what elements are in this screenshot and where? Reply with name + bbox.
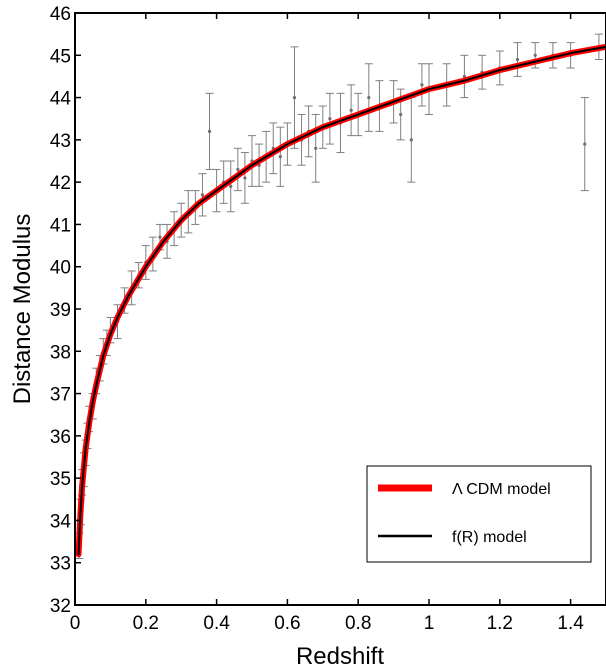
x-axis-title: Redshift — [296, 643, 384, 669]
legend-label-fr: f(R) model — [452, 529, 527, 546]
legend-label-lcdm: Λ CDM model — [452, 481, 551, 498]
data-point — [236, 167, 240, 172]
legend-box — [366, 465, 592, 563]
legend: Λ CDM model f(R) model — [366, 465, 592, 563]
x-axis-ticks: 0 0.2 0.4 0.6 0.8 1 1.2 1.4 — [70, 13, 584, 634]
y-tick-label: 36 — [50, 427, 71, 448]
y-tick-label: 41 — [50, 215, 71, 236]
y-tick-label: 42 — [50, 173, 71, 194]
data-point — [328, 117, 332, 121]
y-tick-label: 46 — [50, 4, 71, 25]
y-tick-label: 34 — [50, 511, 72, 532]
y-tick-label: 33 — [50, 554, 71, 575]
data-point — [292, 95, 297, 100]
data-point — [158, 235, 162, 239]
x-tick-label: 1.2 — [487, 613, 513, 634]
data-point — [229, 184, 233, 188]
data-point — [462, 74, 466, 79]
data-point — [583, 142, 587, 146]
x-tick-label: 1 — [424, 613, 435, 634]
x-tick-label: 1.4 — [557, 613, 584, 634]
x-tick-label: 0.8 — [345, 613, 371, 634]
fr-model-curve — [77, 45, 606, 556]
y-tick-label: 39 — [50, 300, 71, 321]
data-point — [409, 138, 413, 142]
data-point — [278, 155, 282, 159]
data-point — [515, 57, 520, 62]
y-tick-label: 40 — [50, 258, 71, 279]
data-point — [367, 95, 371, 100]
x-tick-label: 0.2 — [133, 613, 159, 634]
data-point — [420, 83, 424, 87]
data-point — [349, 108, 353, 112]
model-curves-layer — [75, 43, 606, 558]
data-point — [399, 112, 403, 117]
x-tick-label: 0 — [70, 613, 81, 634]
data-point — [207, 129, 212, 133]
y-tick-label: 37 — [50, 385, 71, 406]
y-tick-label: 38 — [50, 342, 71, 363]
y-tick-label: 44 — [50, 89, 72, 110]
x-tick-label: 0.4 — [203, 613, 230, 634]
y-axis-ticks: 32 33 34 35 36 37 38 39 40 41 42 43 44 45 46 — [50, 4, 81, 617]
y-tick-label: 35 — [50, 469, 71, 490]
y-tick-label: 45 — [50, 46, 71, 67]
data-point — [314, 146, 318, 150]
y-tick-label: 43 — [50, 131, 71, 152]
y-axis-title: Distance Modulus — [9, 214, 36, 405]
y-tick-label: 32 — [50, 596, 71, 617]
data-point — [243, 176, 247, 180]
x-tick-label: 0.6 — [274, 613, 300, 634]
data-point — [533, 53, 537, 57]
data-point — [200, 193, 205, 197]
